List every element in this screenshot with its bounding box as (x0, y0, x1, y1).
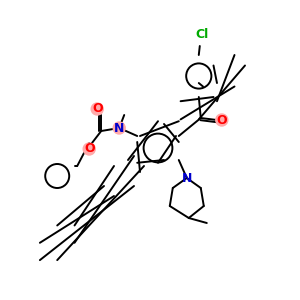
Text: N: N (114, 122, 124, 134)
Text: O: O (92, 103, 103, 116)
Text: O: O (217, 113, 227, 127)
Text: Cl: Cl (195, 28, 208, 41)
Circle shape (91, 103, 103, 115)
Circle shape (83, 143, 95, 155)
Text: O: O (84, 142, 94, 155)
Circle shape (113, 122, 125, 134)
Text: N: N (182, 172, 192, 184)
Circle shape (216, 114, 228, 126)
